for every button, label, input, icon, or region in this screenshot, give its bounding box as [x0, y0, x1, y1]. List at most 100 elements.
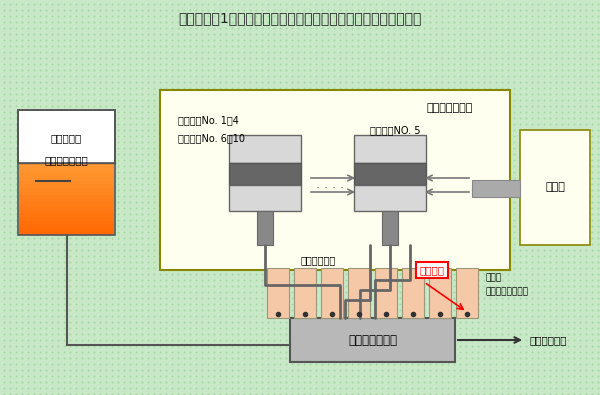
Point: [17, 361, 27, 367]
Point: [443, 187, 453, 193]
Point: [215, 145, 225, 151]
Point: [257, 115, 267, 121]
Point: [65, 385, 75, 391]
Text: サービスタンク: サービスタンク: [44, 155, 88, 165]
Point: [437, 181, 447, 187]
Point: [311, 361, 321, 367]
Point: [53, 211, 63, 217]
Point: [281, 241, 291, 247]
Point: [461, 271, 471, 277]
Point: [227, 13, 237, 19]
Point: [101, 265, 111, 271]
Point: [581, 235, 591, 241]
Point: [311, 133, 321, 139]
Point: [533, 385, 543, 391]
Point: [323, 151, 333, 157]
Point: [485, 145, 495, 151]
Point: [71, 319, 81, 325]
Point: [557, 109, 567, 115]
Point: [503, 343, 513, 349]
Point: [17, 43, 27, 49]
Point: [581, 337, 591, 343]
Point: [161, 19, 171, 25]
Point: [5, 277, 15, 283]
Point: [407, 217, 417, 223]
Point: [329, 61, 339, 67]
Point: [155, 115, 165, 121]
Point: [173, 7, 183, 13]
Point: [17, 19, 27, 25]
Point: [11, 271, 21, 277]
Point: [191, 103, 201, 109]
Point: [137, 229, 147, 235]
Point: [395, 145, 405, 151]
Point: [281, 157, 291, 163]
Point: [17, 151, 27, 157]
Point: [443, 313, 453, 319]
Point: [215, 379, 225, 385]
Point: [29, 385, 39, 391]
Point: [89, 277, 99, 283]
Point: [515, 19, 525, 25]
Point: [485, 97, 495, 103]
Point: [185, 193, 195, 199]
Point: [515, 325, 525, 331]
Point: [557, 343, 567, 349]
Point: [323, 25, 333, 31]
Point: [509, 277, 519, 283]
Point: [443, 271, 453, 277]
Point: [359, 289, 369, 295]
Point: [503, 7, 513, 13]
Point: [95, 265, 105, 271]
Point: [383, 1, 393, 7]
Point: [503, 49, 513, 55]
Point: [161, 145, 171, 151]
Point: [299, 97, 309, 103]
Point: [251, 349, 261, 355]
Point: [191, 289, 201, 295]
Point: [263, 325, 273, 331]
Point: [443, 97, 453, 103]
Point: [77, 73, 87, 79]
Point: [317, 241, 327, 247]
Point: [41, 331, 51, 337]
Point: [587, 1, 597, 7]
Point: [371, 223, 381, 229]
Point: [5, 55, 15, 61]
Point: [215, 349, 225, 355]
Point: [215, 277, 225, 283]
Point: [563, 271, 573, 277]
Point: [491, 319, 501, 325]
Point: [539, 307, 549, 313]
Point: [125, 223, 135, 229]
Point: [155, 169, 165, 175]
Point: [203, 349, 213, 355]
Point: [293, 301, 303, 307]
Point: [167, 349, 177, 355]
Point: [317, 61, 327, 67]
Point: [419, 205, 429, 211]
Point: [47, 355, 57, 361]
Point: [455, 1, 465, 7]
Point: [245, 175, 255, 181]
Point: [557, 217, 567, 223]
Point: [413, 67, 423, 73]
Point: [179, 139, 189, 145]
Point: [23, 379, 33, 385]
Point: [137, 241, 147, 247]
Point: [419, 31, 429, 37]
Point: [497, 43, 507, 49]
Point: [497, 145, 507, 151]
Point: [137, 385, 147, 391]
Point: [143, 271, 153, 277]
Point: [71, 97, 81, 103]
Point: [353, 289, 363, 295]
Point: [359, 349, 369, 355]
Point: [539, 367, 549, 373]
Point: [215, 127, 225, 133]
Point: [227, 235, 237, 241]
Point: [419, 61, 429, 67]
Point: [77, 193, 87, 199]
Point: [161, 43, 171, 49]
Point: [233, 307, 243, 313]
